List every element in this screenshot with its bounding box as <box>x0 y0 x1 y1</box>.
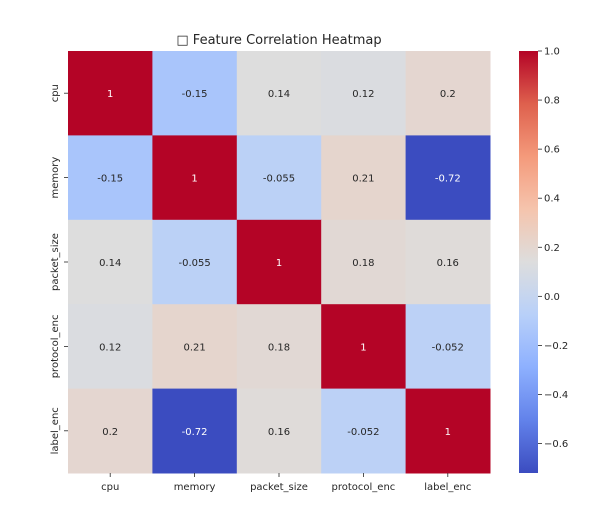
colorbar-tick-label: 0.2 <box>544 243 560 254</box>
colorbar-tick-label: 0.8 <box>544 96 560 107</box>
cell-label: 0.2 <box>102 427 118 438</box>
heatmap-cell <box>152 135 238 221</box>
cell-label: -0.055 <box>263 174 295 185</box>
heatmap-cell <box>405 304 491 390</box>
y-tick-label: memory <box>50 157 61 199</box>
heatmap-cell <box>405 51 491 136</box>
heatmap-cell <box>405 219 491 305</box>
cell-label: 0.12 <box>99 342 121 353</box>
colorbar: 1.0 0.8 0.6 0.4 0.2 0.0 −0.2 −0.4 −0.6 <box>519 47 568 473</box>
x-tick-label: packet_size <box>250 482 308 493</box>
heatmap-cell <box>321 51 407 136</box>
colorbar-tick-label: 1.0 <box>544 47 560 58</box>
x-axis: cpu memory packet_size protocol_enc label_en… <box>101 473 471 493</box>
x-tick-label: cpu <box>101 482 119 493</box>
cell-label: -0.72 <box>435 174 461 185</box>
heatmap-cell <box>236 388 322 474</box>
heatmap-cell <box>236 51 322 136</box>
y-tick-label: label_enc <box>50 407 61 454</box>
heatmap-cell <box>68 135 153 221</box>
cell-label: 1 <box>445 427 451 438</box>
cell-label: 0.2 <box>440 89 456 100</box>
heatmap-cell <box>152 388 238 474</box>
cell-label: 1 <box>276 258 282 269</box>
cell-label: 0.21 <box>183 342 205 353</box>
cell-label: 1 <box>107 89 113 100</box>
cell-label: 0.14 <box>268 89 290 100</box>
heatmap-cell <box>68 304 153 390</box>
cell-label: 0.14 <box>99 258 121 269</box>
colorbar-tick-label: 0.4 <box>544 194 560 205</box>
heatmap-cell <box>236 304 322 390</box>
heatmap-cell <box>68 388 153 474</box>
heatmap-cell <box>321 219 407 305</box>
colorbar-scale <box>519 51 538 473</box>
heatmap-cells: 1 -0.15 0.14 0.12 0.2-0.15 1 -0.055 0.21 -0.720.… <box>68 51 491 474</box>
cell-label: -0.72 <box>182 427 208 438</box>
cell-label: 0.12 <box>352 89 374 100</box>
cell-label: -0.15 <box>182 89 208 100</box>
y-tick-label: cpu <box>50 84 61 102</box>
y-axis: cpu memory packet_size protocol_enc label_en… <box>50 84 68 454</box>
cell-label: -0.052 <box>432 342 464 353</box>
heatmap-cell <box>152 51 238 136</box>
heatmap-cell <box>68 219 153 305</box>
cell-label: 0.21 <box>352 174 374 185</box>
heatmap-cell <box>321 388 407 474</box>
colorbar-tick-label: 0.0 <box>544 292 560 303</box>
cell-label: 1 <box>191 174 197 185</box>
cell-label: 0.16 <box>268 427 290 438</box>
cell-label: -0.052 <box>347 427 379 438</box>
heatmap-cell <box>405 388 491 474</box>
colorbar-tick-label: −0.6 <box>544 439 568 450</box>
cell-label: 1 <box>360 342 366 353</box>
x-tick-label: memory <box>174 482 216 493</box>
heatmap-cell <box>152 304 238 390</box>
heatmap-cell <box>152 219 238 305</box>
cell-label: -0.055 <box>178 258 210 269</box>
heatmap-cell <box>236 219 322 305</box>
x-tick-label: protocol_enc <box>332 482 396 493</box>
colorbar-tick-label: 0.6 <box>544 145 560 156</box>
cell-label: 0.18 <box>352 258 374 269</box>
heatmap-cell <box>68 51 153 136</box>
x-tick-label: label_enc <box>424 482 471 493</box>
heatmap-cell <box>236 135 322 221</box>
cell-label: 0.18 <box>268 342 290 353</box>
colorbar-tick-label: −0.2 <box>544 341 568 352</box>
cell-label: -0.15 <box>97 174 123 185</box>
heatmap-cell <box>405 135 491 221</box>
chart-title: □ Feature Correlation Heatmap <box>176 33 381 48</box>
heatmap-cell <box>321 304 407 390</box>
y-tick-label: packet_size <box>50 233 61 291</box>
colorbar-tick-label: −0.4 <box>544 390 568 401</box>
y-tick-label: protocol_enc <box>50 315 61 379</box>
heatmap-cell <box>321 135 407 221</box>
cell-label: 0.16 <box>437 258 459 269</box>
